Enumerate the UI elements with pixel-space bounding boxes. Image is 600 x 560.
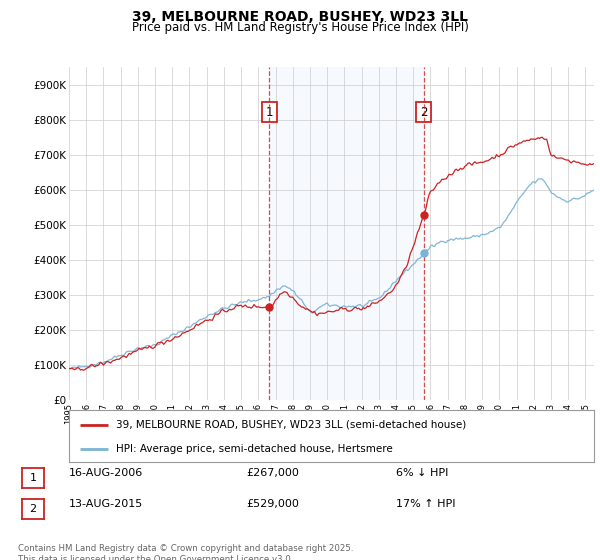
- Text: 39, MELBOURNE ROAD, BUSHEY, WD23 3LL (semi-detached house): 39, MELBOURNE ROAD, BUSHEY, WD23 3LL (se…: [116, 420, 467, 430]
- Text: 16-AUG-2006: 16-AUG-2006: [69, 468, 143, 478]
- Text: 13-AUG-2015: 13-AUG-2015: [69, 499, 143, 509]
- Text: HPI: Average price, semi-detached house, Hertsmere: HPI: Average price, semi-detached house,…: [116, 444, 393, 454]
- Text: £267,000: £267,000: [246, 468, 299, 478]
- Text: Contains HM Land Registry data © Crown copyright and database right 2025.
This d: Contains HM Land Registry data © Crown c…: [18, 544, 353, 560]
- Bar: [269, 67, 424, 400]
- Text: Price paid vs. HM Land Registry's House Price Index (HPI): Price paid vs. HM Land Registry's House …: [131, 21, 469, 34]
- Text: 2: 2: [420, 106, 428, 119]
- Text: 6% ↓ HPI: 6% ↓ HPI: [396, 468, 448, 478]
- Text: 1: 1: [265, 106, 273, 119]
- Text: £529,000: £529,000: [246, 499, 299, 509]
- Text: 17% ↑ HPI: 17% ↑ HPI: [396, 499, 455, 509]
- Text: 39, MELBOURNE ROAD, BUSHEY, WD23 3LL: 39, MELBOURNE ROAD, BUSHEY, WD23 3LL: [132, 10, 468, 24]
- Text: 1: 1: [29, 473, 37, 483]
- Text: 2: 2: [29, 504, 37, 514]
